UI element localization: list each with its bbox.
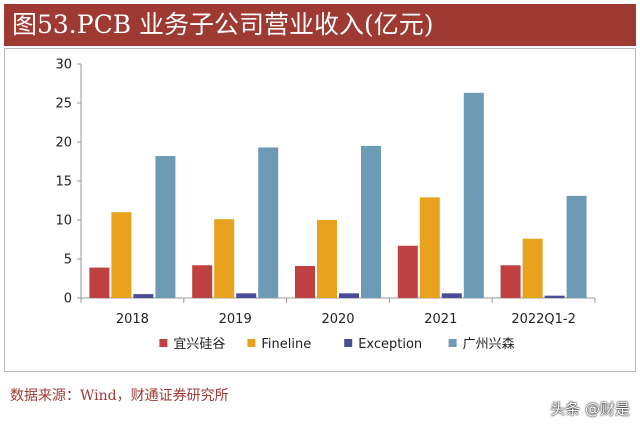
legend-label-Fineline: Fineline xyxy=(261,337,311,352)
bar-Fineline-2018 xyxy=(111,212,132,298)
bar-Exception-2021 xyxy=(441,293,462,298)
bar-chart: 0 5 10 15 20 25 30 2018 2019 2020 2021 2022Q1-2 宜兴硅谷… xyxy=(55,58,596,352)
x-category-label: 2021 xyxy=(424,312,457,327)
bar-Exception-2022Q1-2 xyxy=(544,295,565,298)
legend-label-宜兴硅谷: 宜兴硅谷 xyxy=(173,337,225,352)
legend-swatch-Exception xyxy=(344,339,353,347)
x-category-label: 2018 xyxy=(116,312,149,327)
bar-Fineline-2021 xyxy=(419,197,440,298)
legend-label-广州兴森: 广州兴森 xyxy=(463,337,515,352)
watermark: 头条 @财是 xyxy=(550,400,630,418)
bar-广州兴森-2020 xyxy=(361,145,381,298)
y-tick-label: 25 xyxy=(55,97,72,112)
bar-宜兴硅谷-2018 xyxy=(89,267,110,298)
y-tick-label: 0 xyxy=(64,292,72,307)
bar-广州兴森-2019 xyxy=(258,147,279,298)
x-category-label: 2019 xyxy=(219,312,252,327)
bar-Exception-2020 xyxy=(339,293,359,298)
legend-swatch-广州兴森 xyxy=(448,339,457,347)
bar-Exception-2019 xyxy=(236,293,257,298)
bar-Fineline-2020 xyxy=(317,220,337,298)
chart-frame: 0 5 10 15 20 25 30 2018 2019 2020 2021 2022Q1-2 宜兴硅谷… xyxy=(4,48,636,372)
legend-swatch-宜兴硅谷 xyxy=(159,339,168,347)
bar-宜兴硅谷-2021 xyxy=(397,245,418,298)
bar-宜兴硅谷-2019 xyxy=(192,265,213,298)
y-tick-label: 10 xyxy=(55,214,72,229)
y-tick-label: 15 xyxy=(55,175,72,190)
bar-宜兴硅谷-2022Q1-2 xyxy=(500,265,521,298)
x-category-label: 2022Q1-2 xyxy=(511,312,576,327)
bar-Fineline-2022Q1-2 xyxy=(522,238,543,298)
legend-label-Exception: Exception xyxy=(358,337,422,352)
bar-广州兴森-2021 xyxy=(463,92,484,298)
bar-广州兴森-2018 xyxy=(155,156,176,298)
y-tick-label: 20 xyxy=(55,136,72,151)
y-tick-label: 30 xyxy=(55,58,72,73)
x-category-label: 2020 xyxy=(321,312,354,327)
bar-Exception-2018 xyxy=(133,294,154,298)
chart-title-banner: 图53.PCB 业务子公司营业收入(亿元) xyxy=(4,4,636,46)
legend-swatch-Fineline xyxy=(247,339,256,347)
source-note: 数据来源：Wind，财通证券研究所 xyxy=(10,388,229,404)
bar-Fineline-2019 xyxy=(214,219,235,298)
bar-广州兴森-2022Q1-2 xyxy=(566,195,587,298)
page-title: 图53.PCB 业务子公司营业收入(亿元) xyxy=(12,10,434,39)
y-tick-label: 5 xyxy=(64,253,72,268)
bar-宜兴硅谷-2020 xyxy=(295,266,315,298)
